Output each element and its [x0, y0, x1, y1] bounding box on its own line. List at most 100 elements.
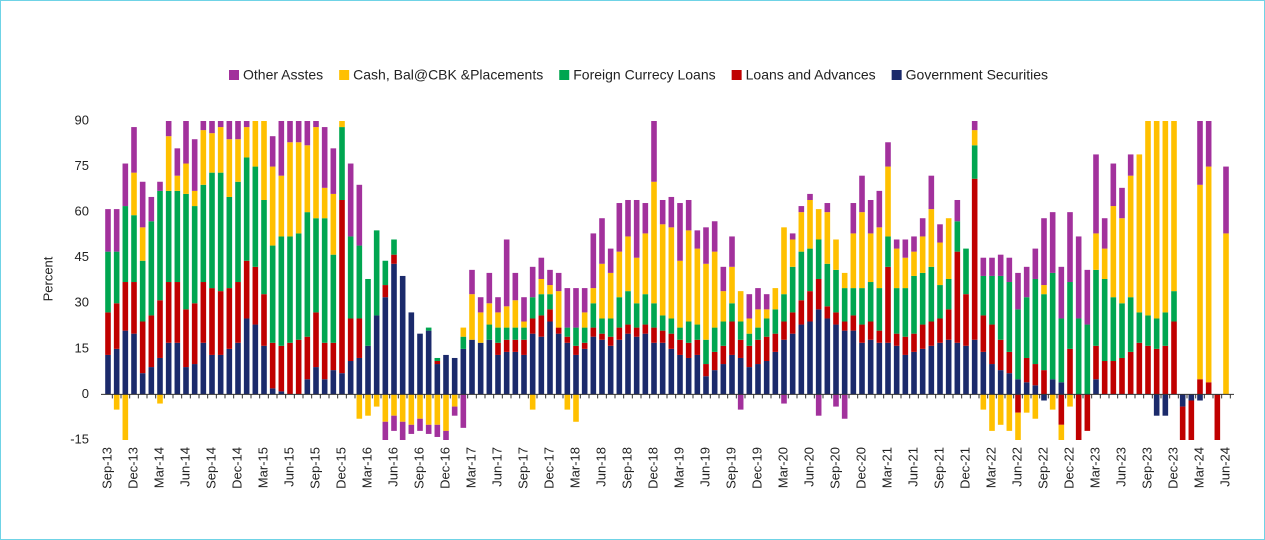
bar-segment: [356, 245, 363, 319]
bar-segment: [1067, 348, 1073, 395]
bar-segment: [781, 294, 787, 322]
bar-segment: [313, 127, 319, 219]
bar-segment: [417, 418, 423, 431]
bar-segment: [226, 288, 233, 349]
bar-segment: [694, 354, 701, 395]
bar-segment: [573, 288, 579, 328]
bar-segment: [607, 318, 614, 337]
bar-segment: [607, 345, 614, 395]
bar-segment: [555, 333, 562, 395]
bar-segment: [772, 333, 779, 352]
y-tick-label: 60: [75, 204, 89, 219]
bar-segment: [720, 266, 727, 292]
x-tick-label: Mar-19: [671, 447, 686, 488]
bar-segment: [659, 330, 666, 343]
x-tick-label: Sep-22: [1035, 447, 1050, 489]
bar-segment: [1032, 248, 1039, 279]
bar-segment: [443, 354, 449, 395]
bar-segment: [850, 288, 857, 316]
y-tick-label: 0: [82, 386, 89, 401]
bar-segment: [434, 394, 441, 425]
bar-segment: [1075, 318, 1082, 395]
bar-segment: [547, 321, 553, 395]
bar-segment: [235, 121, 241, 140]
bar-segment: [261, 294, 267, 346]
bar-segment: [703, 263, 709, 340]
bar-segment: [581, 342, 588, 349]
bar-segment: [391, 254, 397, 264]
bar-segment: [200, 184, 207, 283]
bar-segment: [737, 394, 744, 410]
bar-segment: [1127, 351, 1134, 395]
bar-segment: [573, 354, 579, 395]
bar-segment: [980, 257, 987, 276]
bar-segment: [945, 339, 952, 395]
x-tick-label: Dec-14: [229, 447, 244, 489]
bar-segment: [399, 394, 406, 422]
bar-segment: [928, 175, 935, 210]
bar-segment: [893, 333, 900, 346]
bar-segment: [555, 327, 562, 334]
bar-segment: [1197, 121, 1203, 185]
bar-segment: [373, 394, 380, 407]
bar-segment: [581, 288, 588, 313]
bar-segment: [200, 282, 207, 343]
bar-segment: [365, 394, 371, 416]
bar-segment: [1032, 385, 1039, 395]
bar-segment: [1041, 394, 1047, 401]
bar-segment: [382, 285, 389, 298]
bar-segment: [261, 345, 267, 395]
x-tick-label: Sep-18: [619, 447, 634, 489]
bar-segment: [1041, 218, 1047, 286]
x-tick-label: Sep-17: [515, 447, 530, 489]
bar-segment: [824, 203, 831, 213]
bar-segment: [668, 227, 675, 319]
bar-segment: [668, 318, 675, 334]
bar-segment: [365, 278, 371, 346]
bars: [105, 121, 1229, 440]
bar-segment: [625, 236, 631, 292]
bar-segment: [1145, 345, 1151, 395]
bar-segment: [226, 121, 233, 140]
bar-segment: [720, 321, 727, 346]
bar-segment: [841, 288, 848, 322]
bar-segment: [694, 248, 701, 325]
x-tick-label: Sep-16: [411, 447, 426, 489]
bar-segment: [339, 373, 345, 395]
bar-segment: [633, 336, 640, 395]
bar-segment: [486, 324, 493, 340]
bar-segment: [295, 121, 302, 143]
bar-segment: [876, 288, 883, 331]
bar-segment: [685, 199, 692, 231]
bar-segment: [668, 196, 675, 228]
bar-segment: [174, 175, 181, 191]
bar-segment: [512, 300, 519, 328]
bar-segment: [391, 239, 397, 255]
bar-segment: [746, 294, 753, 319]
bar-segment: [651, 327, 657, 343]
bar-segment: [269, 166, 276, 246]
bar-segment: [538, 278, 545, 295]
x-tick-label: Jun-18: [593, 447, 608, 487]
bar-segment: [841, 394, 848, 419]
bar-segment: [1093, 379, 1099, 395]
bar-segment: [469, 269, 475, 295]
bar-segment: [330, 254, 337, 343]
bar-segment: [165, 190, 172, 283]
bar-segment: [703, 227, 709, 264]
bar-segment: [1119, 303, 1125, 358]
bar-segment: [1136, 154, 1143, 313]
bar-segment: [113, 251, 120, 304]
bar-segment: [243, 127, 250, 158]
bar-segment: [763, 309, 770, 319]
bar-segment: [451, 406, 458, 416]
bar-segment: [677, 327, 683, 340]
bar-segment: [824, 263, 831, 307]
bar-segment: [1023, 394, 1030, 413]
bar-segment: [1223, 166, 1229, 234]
x-tick-label: Jun-21: [905, 447, 920, 487]
bar-segment: [980, 394, 987, 410]
bar-segment: [139, 373, 146, 395]
bar-segment: [997, 394, 1004, 425]
legend-swatch: [339, 70, 350, 80]
